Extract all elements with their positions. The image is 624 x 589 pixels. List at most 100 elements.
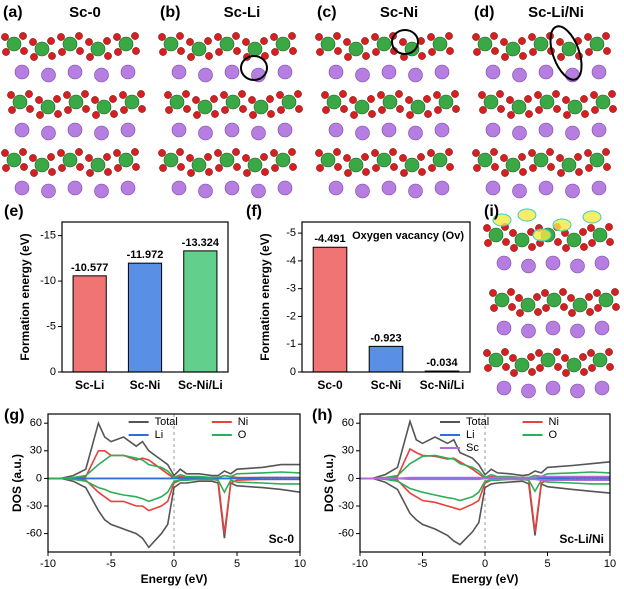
oxygen-atom bbox=[333, 148, 341, 156]
oxygen-atom bbox=[483, 349, 491, 357]
oxygen-atom bbox=[587, 224, 595, 232]
y-tick-label: 0 bbox=[348, 472, 354, 484]
metal-atom bbox=[247, 41, 263, 57]
oxygen-atom bbox=[368, 110, 376, 118]
dos-line bbox=[48, 477, 300, 503]
oxygen-atom bbox=[350, 111, 358, 119]
lithium-atom bbox=[512, 125, 527, 141]
panel-label: (f) bbox=[246, 203, 262, 220]
metal-atom bbox=[191, 157, 207, 173]
lithium-atom bbox=[496, 255, 512, 271]
lithium-atom bbox=[94, 183, 109, 199]
oxygen-atom bbox=[138, 105, 146, 113]
oxygen-atom bbox=[215, 48, 223, 56]
oxygen-atom bbox=[515, 294, 523, 302]
lithium-atom bbox=[545, 320, 561, 336]
oxygen-atom bbox=[1, 33, 9, 41]
oxygen-atom bbox=[276, 91, 284, 99]
oxygen-atom bbox=[396, 105, 404, 113]
panel-label: (g) bbox=[4, 407, 24, 424]
oxygen-atom bbox=[316, 164, 324, 172]
oxygen-atom bbox=[574, 153, 582, 161]
legend-label: O bbox=[549, 429, 558, 441]
oxygen-atom bbox=[7, 91, 15, 99]
panel-label: (d) bbox=[474, 4, 494, 21]
oxygen-atom bbox=[76, 47, 84, 55]
x-tick-label: -5 bbox=[106, 558, 116, 570]
lithium-atom bbox=[251, 125, 266, 141]
metal-atom bbox=[40, 99, 56, 115]
oxygen-atom bbox=[214, 33, 222, 41]
y-tick-label: 60 bbox=[342, 417, 354, 429]
oxygen-atom bbox=[445, 32, 453, 40]
oxygen-atom bbox=[434, 106, 442, 114]
metal-atom bbox=[514, 232, 530, 248]
oxygen-atom bbox=[585, 164, 593, 172]
oxygen-atom bbox=[428, 48, 436, 56]
oxygen-atom bbox=[261, 168, 269, 176]
oxygen-atom bbox=[490, 148, 498, 156]
oxygen-atom bbox=[30, 169, 38, 177]
oxygen-atom bbox=[606, 238, 614, 246]
oxygen-atom bbox=[343, 38, 351, 46]
oxygen-atom bbox=[266, 95, 274, 103]
oxygen-atom bbox=[602, 148, 610, 156]
oxygen-atom bbox=[242, 38, 250, 46]
oxygen-atom bbox=[496, 90, 504, 98]
lithium-atom bbox=[198, 125, 213, 141]
oxygen-atom bbox=[568, 309, 576, 317]
x-tick-label: 10 bbox=[604, 558, 616, 570]
oxygen-atom bbox=[204, 153, 212, 161]
bar bbox=[127, 262, 163, 373]
metal-atom bbox=[561, 41, 577, 57]
metal-atom bbox=[219, 152, 235, 168]
oxygen-atom bbox=[294, 90, 302, 98]
oxygen-atom bbox=[289, 47, 297, 55]
x-tick-label: Sc-Ni bbox=[371, 378, 402, 392]
value-label: -0.923 bbox=[370, 332, 401, 344]
oxygen-atom bbox=[192, 96, 200, 104]
oxygen-atom bbox=[137, 90, 145, 98]
oxygen-atom bbox=[30, 53, 38, 61]
oxygen-atom bbox=[187, 53, 195, 61]
lithium-atom bbox=[41, 67, 56, 83]
lithium-atom bbox=[67, 180, 83, 196]
lithium-atom bbox=[538, 64, 554, 80]
metal-atom bbox=[488, 352, 504, 368]
lithium-atom bbox=[328, 180, 344, 196]
oxygen-atom bbox=[609, 105, 617, 113]
oxygen-atom bbox=[451, 90, 459, 98]
oxygen-atom bbox=[214, 149, 222, 157]
lithium-atom bbox=[328, 122, 344, 138]
lithium-atom bbox=[277, 180, 293, 196]
value-label: -10.577 bbox=[71, 262, 108, 274]
y-tick-label: 0 bbox=[290, 366, 296, 378]
oxygen-atom bbox=[528, 149, 536, 157]
metal-atom bbox=[404, 41, 420, 57]
oxygen-atom bbox=[378, 106, 386, 114]
x-tick-label: Sc-Ni/Li bbox=[420, 378, 465, 392]
oxygen-atom bbox=[267, 110, 275, 118]
oxygen-atom bbox=[541, 289, 549, 297]
charge-density bbox=[517, 208, 537, 222]
x-tick-label: -10 bbox=[40, 558, 56, 570]
lithium-atom bbox=[94, 125, 109, 141]
oxygen-atom bbox=[110, 110, 118, 118]
metal-atom bbox=[62, 36, 78, 52]
oxygen-atom bbox=[529, 164, 537, 172]
x-axis-label: Energy (eV) bbox=[141, 572, 208, 586]
oxygen-atom bbox=[510, 369, 518, 377]
oxygen-atom bbox=[585, 48, 593, 56]
oxygen-atom bbox=[120, 106, 128, 114]
dos-line bbox=[48, 454, 301, 480]
metal-atom bbox=[567, 99, 583, 115]
charge-density bbox=[552, 218, 572, 232]
oxygen-atom bbox=[588, 364, 596, 372]
metal-atom bbox=[505, 157, 521, 173]
plot-frame bbox=[301, 221, 471, 373]
oxygen-atom bbox=[362, 52, 370, 60]
lithium-atom bbox=[14, 64, 30, 80]
oxygen-atom bbox=[76, 163, 84, 171]
oxygen-atom bbox=[20, 47, 28, 55]
